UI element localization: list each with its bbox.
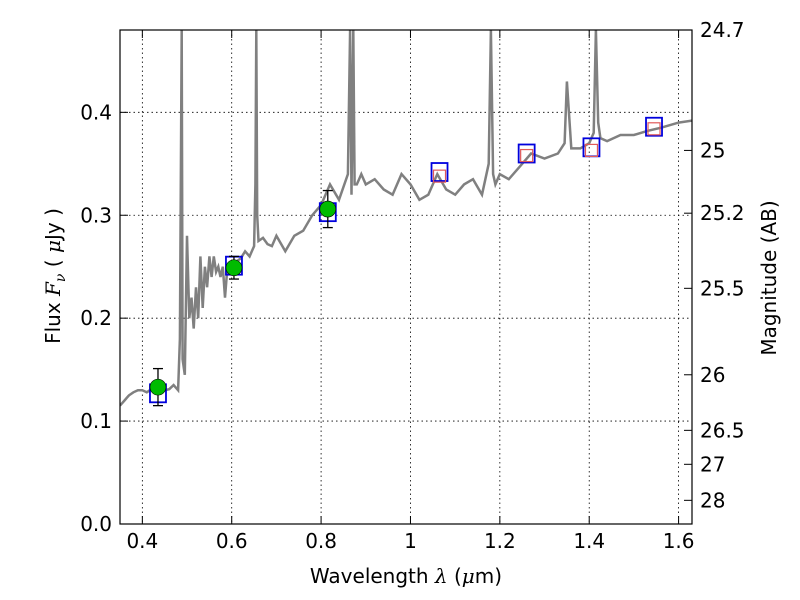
y2-tick-label: 26	[700, 363, 725, 387]
x-tick-label: 1.2	[484, 529, 516, 553]
y2-tick-label: 25	[700, 138, 725, 162]
photometry-markers	[149, 116, 663, 407]
y2-tick-label: 26.5	[700, 418, 745, 442]
predicted-box	[432, 169, 447, 183]
plot-area	[120, 30, 692, 407]
y-tick-label: 0.4	[80, 100, 112, 124]
grid	[120, 30, 692, 524]
y-tick-label: 0.2	[80, 306, 112, 330]
observed-point	[225, 259, 243, 277]
x-tick-label: 0.6	[216, 529, 248, 553]
spectrum-line	[120, 30, 692, 407]
x-tick-label: 1.4	[573, 529, 605, 553]
y-tick-label: 0.0	[80, 512, 112, 536]
y2-tick-label: 24.7	[700, 18, 745, 42]
y-tick-label: 0.3	[80, 203, 112, 227]
y2-tick-label: 28	[700, 488, 725, 512]
x-axis-label: Wavelength λ (μm)	[310, 564, 502, 588]
predicted-box	[520, 148, 534, 163]
y2-tick-label: 27	[700, 452, 725, 476]
y2-tick-label: 25.2	[700, 201, 745, 225]
model-box	[645, 116, 663, 137]
x-tick-label: 1	[404, 529, 417, 553]
x-tick-label: 0.4	[126, 529, 158, 553]
x-tick-label: 0.8	[305, 529, 337, 553]
predicted-box	[647, 122, 661, 136]
y2-tick-label: 25.5	[700, 276, 745, 300]
y-axis-label: Flux Fν ( μJy )	[41, 208, 69, 344]
y-tick-label: 0.1	[80, 409, 112, 433]
axis-ticks: 0.4 0.6 0.8 1 1.2 1.4 1.6 0.0 0.1 0.2 0.3 0.4 24.7 25…	[80, 18, 744, 553]
predicted-box	[584, 143, 599, 158]
x-tick-label: 1.6	[663, 529, 695, 553]
model-box	[517, 143, 536, 164]
observed-point	[319, 200, 337, 218]
plot-frame	[119, 29, 693, 525]
model-box	[430, 162, 449, 182]
observed-point	[149, 378, 167, 396]
y2-axis-label: Magnitude (AB)	[757, 200, 781, 355]
